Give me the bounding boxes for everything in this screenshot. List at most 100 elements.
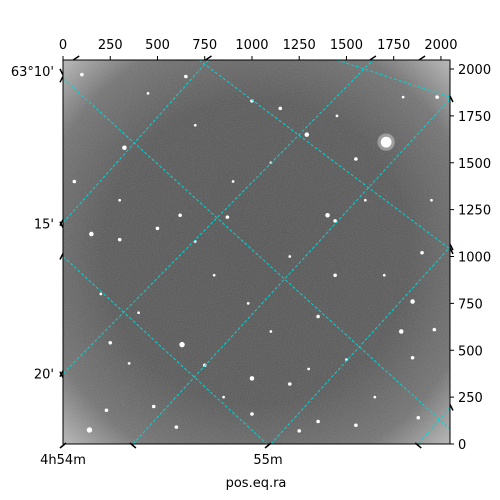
grid-edge-tick — [449, 247, 454, 255]
dec-tick-label: 63°10' — [11, 65, 54, 80]
star-point — [435, 95, 439, 99]
x-axis-label: pos.eq.ra — [226, 476, 287, 491]
x-tick-label: 1000 — [235, 38, 268, 53]
y-tick-label: 1750 — [458, 110, 491, 125]
star-point — [363, 198, 367, 202]
star-point — [222, 395, 225, 399]
plot-frame — [62, 59, 451, 445]
plot-area — [62, 59, 451, 445]
star-point — [420, 250, 424, 255]
star-point — [354, 423, 358, 428]
star-point — [86, 427, 93, 433]
dec-tick-mark — [59, 221, 64, 229]
star-point — [380, 136, 392, 148]
star-point — [151, 404, 156, 409]
dec-tick-label: 15' — [34, 218, 54, 233]
grid-line — [132, 98, 450, 444]
star-point — [193, 123, 197, 127]
y-tick-label: 0 — [458, 438, 466, 453]
star-point — [278, 106, 283, 111]
grid-edge-tick — [449, 95, 454, 103]
grid-edge-tick — [59, 219, 64, 227]
star-point — [72, 179, 77, 184]
grid-line — [63, 60, 209, 224]
ra-tick-mark — [59, 442, 67, 449]
y-tick-label: 500 — [458, 344, 483, 359]
stars-layer — [72, 72, 439, 433]
star-point — [212, 273, 216, 277]
star-point — [432, 327, 437, 332]
x-tick-label: 1500 — [330, 38, 363, 53]
grid-edge-tick — [369, 55, 377, 61]
y-tick-label: 250 — [458, 391, 483, 406]
dec-tick-label: 20' — [34, 368, 54, 383]
grid-line — [417, 407, 450, 444]
star-point — [333, 273, 337, 278]
star-point — [146, 92, 150, 95]
star-point — [335, 114, 339, 118]
dec-tick-mark — [59, 68, 64, 76]
grid-edge-tick — [59, 75, 64, 83]
star-point — [373, 395, 377, 399]
star-point — [416, 415, 421, 420]
x-tick-label: 750 — [192, 38, 217, 53]
star-point — [117, 237, 122, 242]
star-point — [225, 215, 230, 219]
grid-line — [270, 246, 450, 444]
y-tick-label: 1000 — [458, 251, 491, 266]
grid-edge-tick — [449, 404, 454, 411]
x-tick-label: 0 — [59, 38, 67, 53]
grid-edge-tick — [59, 253, 64, 260]
star-point — [410, 299, 415, 304]
y-tick-label: 1250 — [458, 204, 491, 219]
star-point — [316, 314, 320, 319]
star-point — [288, 255, 292, 258]
star-point — [118, 198, 122, 202]
grid-edge-tick — [59, 370, 64, 378]
star-point — [108, 340, 113, 345]
grid-edge-tick — [418, 55, 426, 61]
x-tick-label: 2000 — [424, 38, 457, 53]
y-tick-label: 1500 — [458, 157, 491, 172]
star-point — [269, 330, 273, 333]
star-point — [287, 382, 292, 386]
ra-tick-mark — [264, 442, 272, 449]
grid-edge-tick — [129, 442, 137, 449]
star-point — [99, 292, 103, 296]
star-point — [127, 362, 131, 365]
star-point — [250, 412, 254, 416]
x-tick-label: 500 — [145, 38, 170, 53]
grid-edge-tick — [205, 55, 212, 61]
grid-line — [63, 256, 268, 444]
star-point — [249, 376, 255, 381]
grid-line — [63, 60, 374, 375]
star-point — [174, 425, 179, 429]
star-point — [401, 95, 405, 99]
x-tick-label: 1750 — [377, 38, 410, 53]
star-point — [104, 408, 109, 413]
ra-tick-label: 4h54m — [40, 453, 86, 468]
x-tick-label: 250 — [98, 38, 123, 53]
star-point — [155, 226, 160, 231]
coordinate-grid — [63, 60, 450, 444]
star-point — [325, 213, 330, 218]
grid-edge-tick — [72, 55, 80, 61]
star-point — [345, 358, 348, 361]
ra-axis-bottom: 4h54m 55m — [40, 442, 422, 468]
star-point — [231, 180, 235, 183]
grid-edge-tick — [414, 442, 422, 449]
y-tick-label: 2000 — [458, 63, 491, 78]
star-point — [297, 429, 302, 433]
star-point — [80, 72, 84, 77]
dec-axis-left: 63°10' 15' 20' — [11, 55, 454, 411]
star-point — [430, 198, 433, 202]
star-point — [179, 341, 185, 348]
grid-line — [63, 78, 450, 430]
pixel-y-axis-right: 0 250 500 750 1000 1250 1500 1750 2000 — [450, 63, 491, 453]
sky-noise — [63, 60, 450, 444]
y-tick-label: 750 — [458, 297, 483, 312]
star-point — [122, 145, 127, 150]
ra-tick-label: 55m — [253, 453, 282, 468]
star-point — [398, 329, 404, 334]
